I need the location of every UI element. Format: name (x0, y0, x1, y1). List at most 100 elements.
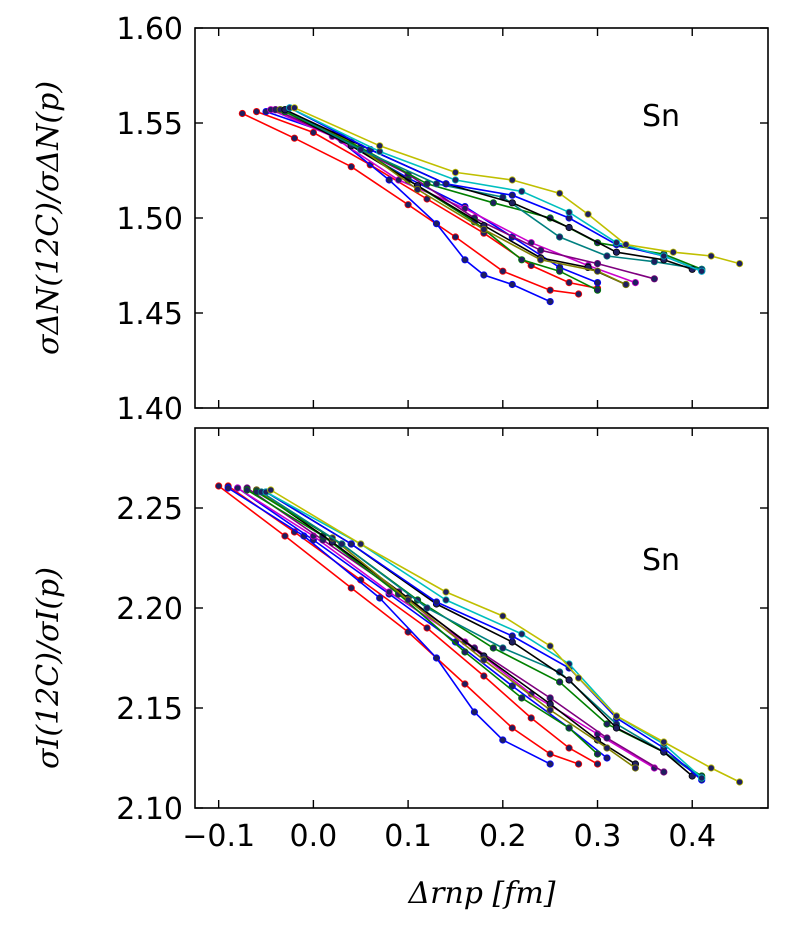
data-point (631, 764, 640, 772)
bottom-panel: 2.10 2.15 2.20 2.25 −0.1 0.0 0.1 0.2 0.3 0.4 Sn (116, 427, 769, 854)
data-point (603, 734, 611, 742)
data-point (508, 632, 516, 640)
data-point (499, 612, 507, 620)
y-tick-label: 1.40 (116, 392, 183, 427)
data-point (442, 596, 450, 604)
data-point (290, 134, 299, 142)
data-point (574, 760, 583, 768)
data-point (593, 267, 602, 275)
data-point (489, 199, 497, 207)
data-point (442, 180, 450, 188)
x-tick-label: −0.1 (182, 819, 255, 854)
data-point (281, 532, 289, 540)
series-group (215, 482, 744, 786)
data-point (565, 278, 573, 287)
data-point (508, 199, 516, 207)
y-tick-label: 1.45 (116, 297, 183, 332)
data-point (243, 486, 251, 494)
data-point (480, 271, 488, 279)
y-tick-label: 2.20 (116, 592, 183, 627)
data-point (508, 724, 516, 732)
data-point (518, 630, 526, 638)
data-point (461, 256, 469, 264)
data-point (432, 220, 441, 228)
data-point (660, 768, 668, 776)
data-point (347, 163, 355, 171)
panel-annotation: Sn (642, 99, 680, 134)
data-point (508, 638, 516, 646)
data-point (499, 644, 507, 652)
data-point (612, 248, 621, 256)
series-group (238, 104, 744, 306)
data-point (238, 109, 246, 118)
data-point (556, 267, 564, 275)
data-point (376, 594, 384, 602)
series-line-yellow-green (294, 107, 740, 265)
data-point (413, 185, 422, 194)
data-point (508, 191, 516, 199)
data-point (537, 246, 545, 254)
data-point (357, 540, 365, 548)
data-point (574, 290, 583, 298)
panel-annotation: Sn (642, 543, 680, 578)
series-line-cyan (289, 107, 702, 272)
y-tick-label: 2.25 (116, 492, 183, 527)
data-point (593, 259, 602, 268)
data-point (518, 256, 526, 264)
data-point (518, 187, 526, 195)
data-point (603, 720, 611, 728)
data-point (546, 297, 554, 306)
data-point (432, 180, 441, 188)
data-point (252, 108, 261, 116)
series-line-red-2 (256, 110, 598, 290)
data-point (423, 604, 431, 612)
data-point (432, 654, 441, 662)
data-point (234, 484, 242, 492)
data-point (593, 278, 602, 287)
x-tick-label: 0.3 (574, 819, 622, 854)
data-point (707, 252, 715, 260)
data-point (556, 189, 564, 197)
data-point (508, 280, 516, 289)
x-tick-label: 0.0 (290, 819, 338, 854)
y-tick-label: 2.15 (116, 692, 183, 727)
x-tick-label: 0.2 (479, 819, 527, 854)
data-point (385, 588, 393, 596)
data-point (546, 760, 554, 768)
data-point (423, 624, 431, 632)
data-point (451, 168, 460, 176)
x-axis-title: Δrnp [fm] (407, 876, 555, 911)
data-point (546, 700, 554, 708)
data-point (565, 724, 573, 732)
data-point (290, 104, 299, 112)
y-tick-label: 2.10 (116, 792, 183, 827)
bottom-y-axis-title: σI(12C)/σI(p) (31, 567, 66, 769)
data-point (385, 176, 393, 184)
data-point (546, 694, 554, 702)
data-point (565, 676, 573, 684)
series-line-red-2 (227, 485, 598, 765)
data-point (565, 223, 573, 232)
data-point (698, 267, 706, 275)
series-line-yellow-green (270, 489, 740, 783)
data-point (546, 642, 554, 650)
data-point (593, 286, 602, 294)
data-point (470, 708, 478, 716)
data-point (603, 744, 611, 752)
data-point (593, 750, 602, 758)
y-tick-label: 1.50 (116, 202, 183, 237)
series-line-red-1 (242, 112, 579, 295)
data-point (546, 286, 554, 294)
series-line-blue-3 (265, 491, 703, 781)
data-point (499, 267, 507, 275)
data-point (612, 712, 621, 720)
data-point (565, 208, 573, 216)
data-point (451, 176, 460, 184)
data-point (612, 724, 621, 732)
data-point (660, 252, 668, 260)
data-point (480, 656, 488, 664)
data-point (612, 239, 621, 247)
data-point (338, 540, 346, 548)
data-point (556, 678, 564, 686)
